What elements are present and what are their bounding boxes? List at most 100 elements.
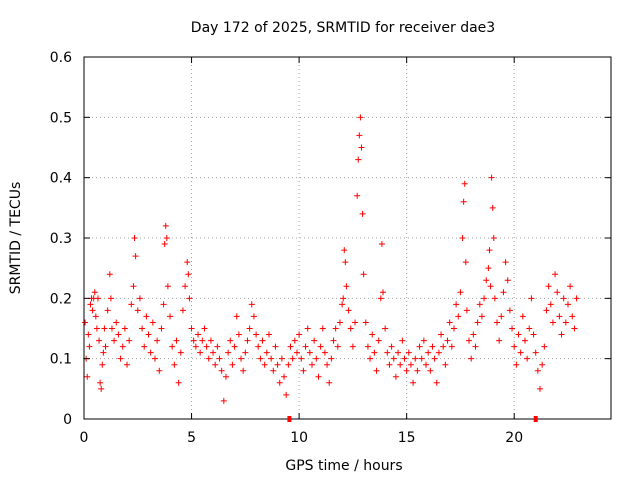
data-point (386, 361, 393, 368)
data-point (319, 325, 326, 332)
data-point (513, 361, 520, 368)
data-point (278, 355, 285, 362)
data-point (476, 301, 483, 308)
data-point (201, 325, 208, 332)
data-point (339, 301, 346, 308)
data-point (500, 289, 507, 296)
y-tick-label: 0 (63, 412, 72, 428)
data-point (554, 289, 561, 296)
data-point (199, 337, 206, 344)
data-point (491, 295, 498, 302)
data-point (246, 325, 253, 332)
data-point (407, 361, 414, 368)
y-tick-label: 0.5 (50, 110, 72, 126)
data-point (375, 337, 382, 344)
data-point (214, 343, 221, 350)
data-point (300, 367, 307, 374)
data-point (311, 337, 318, 344)
data-point (352, 319, 359, 326)
data-point (240, 367, 247, 374)
data-point (182, 283, 189, 290)
data-point (552, 271, 559, 278)
data-point (420, 337, 427, 344)
data-point (410, 379, 417, 386)
data-point (562, 319, 569, 326)
data-point (399, 337, 406, 344)
axis-ticks: 0 0.1 0.2 0.3 0.4 0.5 0.6 0 5 10 15 20 (50, 50, 611, 446)
data-point (377, 295, 384, 302)
data-point (205, 355, 212, 362)
data-point (162, 222, 169, 229)
data-point (382, 325, 389, 332)
data-point (530, 331, 537, 338)
data-point (534, 367, 541, 374)
data-point (405, 349, 412, 356)
data-point (336, 319, 343, 326)
data-point (145, 331, 152, 338)
data-point (108, 325, 115, 332)
data-point (171, 361, 178, 368)
data-point (532, 349, 539, 356)
data-point (330, 337, 337, 344)
data-point (358, 144, 365, 151)
data-point (207, 337, 214, 344)
data-point (442, 361, 449, 368)
data-point (143, 313, 150, 320)
data-point (543, 307, 550, 314)
data-point (349, 343, 356, 350)
data-point (321, 349, 328, 356)
data-point (488, 174, 495, 181)
data-point (274, 361, 281, 368)
data-point (306, 349, 313, 356)
data-point (354, 192, 361, 199)
data-point (371, 349, 378, 356)
data-point (521, 337, 528, 344)
data-point (379, 289, 386, 296)
data-point (549, 319, 556, 326)
data-point (184, 259, 191, 266)
data-point (283, 391, 290, 398)
data-point (225, 349, 232, 356)
data-point (423, 361, 430, 368)
data-point (444, 337, 451, 344)
data-point (519, 313, 526, 320)
data-point (218, 367, 225, 374)
data-point (468, 355, 475, 362)
data-point (345, 307, 352, 314)
data-point (433, 379, 440, 386)
grid-lines (84, 57, 611, 419)
data-point (392, 373, 399, 380)
data-point (455, 313, 462, 320)
data-point (347, 325, 354, 332)
data-point (326, 379, 333, 386)
y-tick-label: 0.2 (50, 291, 72, 307)
y-tick-label: 0.6 (50, 50, 72, 66)
data-point (94, 295, 101, 302)
data-point (357, 114, 364, 121)
data-point (390, 355, 397, 362)
data-point (93, 325, 100, 332)
data-point (177, 349, 184, 356)
data-point (86, 343, 93, 350)
data-point (158, 325, 165, 332)
data-point (296, 331, 303, 338)
data-point (401, 355, 408, 362)
data-point (253, 331, 260, 338)
data-point (210, 349, 217, 356)
data-point (287, 343, 294, 350)
data-point (490, 235, 497, 241)
data-point (340, 295, 347, 302)
y-tick-label: 0.4 (50, 171, 72, 187)
data-point (195, 331, 202, 338)
data-point (203, 343, 210, 350)
data-point (179, 307, 186, 314)
data-point (313, 355, 320, 362)
data-point (556, 313, 563, 320)
data-point (97, 379, 104, 386)
data-point (139, 325, 146, 332)
data-point (446, 319, 453, 326)
chart-title: Day 172 of 2025, SRMTID for receiver dae… (191, 20, 495, 36)
data-point (190, 337, 197, 344)
data-point (147, 349, 154, 356)
data-point (388, 343, 395, 350)
